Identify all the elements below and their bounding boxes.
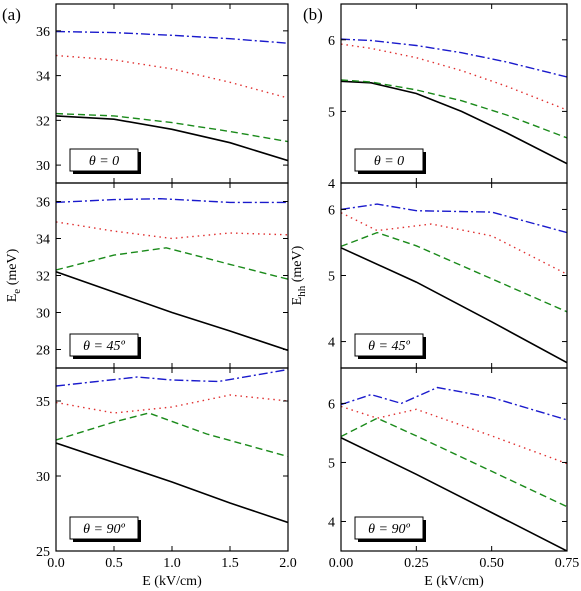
- series-line-dotted: [341, 212, 567, 275]
- series-line-solid: [56, 115, 288, 162]
- series-line-dashed: [341, 417, 567, 508]
- label-box: [69, 148, 139, 172]
- series-line-dashed: [56, 247, 288, 280]
- series-line-dashdot: [56, 368, 288, 387]
- subplot-a-middle: 28 30 32 34 36 Ee (meV) θ = 45º: [5, 182, 289, 369]
- x-tick-label: 0.25: [404, 556, 429, 571]
- y-axis-label-unit: (meV): [290, 245, 305, 285]
- y-axis-label-symbol: E: [290, 297, 305, 306]
- y-tick-label: 5: [328, 105, 335, 120]
- series-line-dotted: [56, 221, 288, 240]
- y-tick-label: 36: [36, 196, 50, 211]
- label-box: [69, 516, 139, 540]
- label-box: [354, 148, 424, 172]
- y-axis-label-symbol: E: [5, 294, 20, 303]
- theta-label: θ = 0: [89, 154, 119, 169]
- series-line-dashed: [56, 412, 288, 458]
- series-line-dotted: [341, 405, 567, 465]
- label-box: [69, 333, 139, 357]
- y-tick-label: 6: [328, 34, 335, 49]
- theta-label: θ = 90º: [83, 522, 125, 537]
- panel-tag: (b): [303, 5, 323, 24]
- y-axis-label: Ehh (meV): [290, 245, 308, 305]
- x-tick-label: 1.0: [163, 556, 181, 571]
- series-line-dashdot: [341, 386, 567, 421]
- x-axis-label: E (kV/cm): [142, 574, 202, 589]
- y-tick-label: 4: [328, 177, 335, 192]
- y-tick-label: 6: [328, 203, 335, 218]
- x-tick-label: 1.5: [221, 556, 239, 571]
- y-axis-label-subscript: hh: [296, 285, 308, 297]
- y-tick-label: 28: [36, 344, 50, 359]
- series-line-dotted: [56, 54, 288, 99]
- x-tick-label: 0.75: [555, 556, 580, 571]
- theta-label: θ = 0: [374, 154, 404, 169]
- y-tick-label: 4: [328, 515, 335, 530]
- y-tick-label: 35: [36, 395, 50, 410]
- x-tick-label: 0.50: [479, 556, 504, 571]
- x-axis-label: E (kV/cm): [424, 574, 484, 589]
- series-line-solid: [56, 271, 288, 352]
- subplot-b-top: 4 5 6 θ = 0 (b): [303, 3, 568, 192]
- y-axis-label-unit: (meV): [5, 248, 20, 288]
- series-line-dashed: [341, 79, 567, 139]
- series-line-dashdot: [56, 30, 288, 44]
- y-tick-label: 30: [36, 159, 50, 174]
- y-tick-label: 30: [36, 307, 50, 322]
- y-axis-label: Ee (meV): [5, 248, 23, 302]
- y-tick-label: 34: [36, 70, 50, 85]
- y-tick-label: 32: [36, 114, 50, 129]
- series-line-solid: [56, 442, 288, 524]
- series-line-dotted: [56, 394, 288, 414]
- series-line-dashdot: [56, 197, 288, 204]
- series-line-dotted: [341, 43, 567, 111]
- series-line-solid: [341, 80, 567, 165]
- series-line-dashed: [56, 112, 288, 143]
- x-tick-label: 2.0: [279, 556, 297, 571]
- x-tick-label: 0.00: [329, 556, 354, 571]
- y-tick-label: 25: [36, 545, 50, 560]
- x-tick-label: 0.0: [47, 556, 65, 571]
- subplot-a-bottom: 25 30 35 0.0 0.5 1.0 1.5 2.0 E (kV/cm) θ = 90º: [36, 367, 297, 589]
- y-tick-label: 32: [36, 270, 50, 285]
- subplot-b-middle: 4 5 6 Ehh (meV) θ = 45º: [290, 182, 568, 369]
- panel-tag: (a): [2, 5, 21, 24]
- y-tick-label: 30: [36, 470, 50, 485]
- subplot-b-bottom: 4 5 6 0.00 0.25 0.50 0.75 E (kV/cm) θ = 90º: [328, 367, 580, 589]
- label-box: [354, 333, 424, 357]
- y-axis-label-subscript: e: [11, 289, 23, 294]
- label-box: [354, 516, 424, 540]
- y-tick-label: 6: [328, 397, 335, 412]
- x-tick-label: 0.5: [105, 556, 123, 571]
- plot-frame: [340, 367, 568, 552]
- series-line-solid: [341, 436, 567, 551]
- series-line-dashdot: [341, 203, 567, 234]
- theta-label: θ = 90º: [368, 522, 410, 537]
- y-tick-label: 5: [328, 456, 335, 471]
- theta-label: θ = 45º: [368, 339, 410, 354]
- series-line-dashdot: [341, 38, 567, 78]
- series-line-solid: [341, 247, 567, 364]
- subplot-a-top: 30 32 34 36 θ = 0 (a): [2, 3, 289, 184]
- y-tick-label: 36: [36, 25, 50, 40]
- theta-label: θ = 45º: [83, 339, 125, 354]
- y-tick-label: 34: [36, 233, 50, 248]
- y-tick-label: 5: [328, 270, 335, 285]
- series-line-dashed: [341, 231, 567, 313]
- y-tick-label: 4: [328, 336, 335, 351]
